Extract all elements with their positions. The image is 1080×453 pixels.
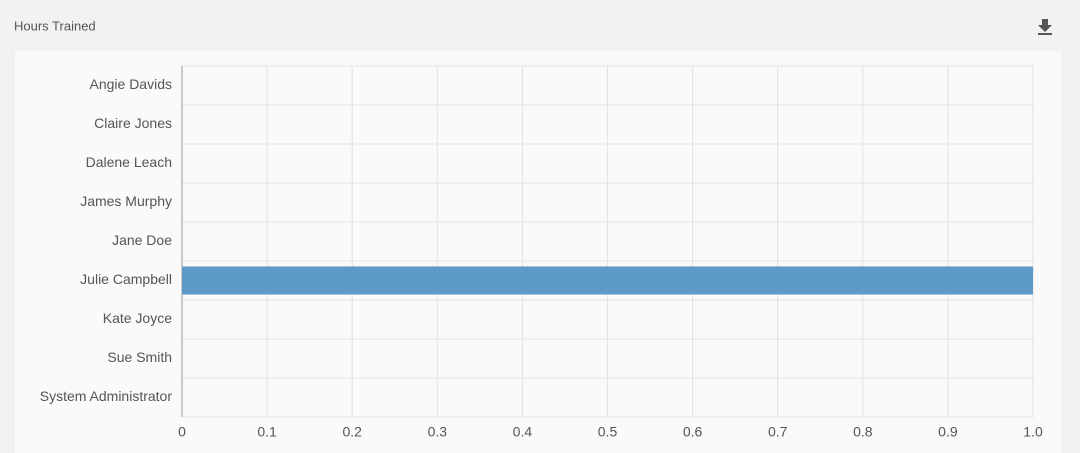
y-tick-label: Sue Smith xyxy=(107,349,172,365)
x-tick-label: 0.3 xyxy=(428,424,448,440)
download-icon[interactable] xyxy=(1038,19,1052,32)
x-tick-label: 0.7 xyxy=(768,424,788,440)
y-tick-label: Claire Jones xyxy=(94,115,172,131)
download-button[interactable] xyxy=(1037,18,1053,36)
y-tick-label: James Murphy xyxy=(80,193,172,209)
x-tick-label: 0.8 xyxy=(853,424,873,440)
y-tick-label: Jane Doe xyxy=(112,232,172,248)
x-tick-label: 0.6 xyxy=(683,424,703,440)
x-tick-label: 0.5 xyxy=(598,424,618,440)
x-tick-label: 0 xyxy=(178,424,186,440)
x-tick-label: 1.0 xyxy=(1023,424,1043,440)
x-tick-label: 0.2 xyxy=(342,424,362,440)
bar xyxy=(182,266,1033,295)
y-tick-label: Angie Davids xyxy=(90,76,173,92)
x-tick-label: 0.9 xyxy=(938,424,958,440)
chart-title: Hours Trained xyxy=(14,18,96,33)
y-tick-label: Julie Campbell xyxy=(80,271,172,287)
download-base[interactable] xyxy=(1038,33,1052,35)
y-tick-label: System Administrator xyxy=(40,388,173,404)
x-tick-label: 0.1 xyxy=(257,424,277,440)
card xyxy=(13,49,1063,453)
y-tick-label: Dalene Leach xyxy=(86,154,172,170)
x-tick-label: 0.4 xyxy=(513,424,533,440)
plot: 0 0.1 0.2 0.3 0.4 0.5 0.6 0.7 0.8 0.9 1.0 Angie Dav… xyxy=(40,65,1043,440)
y-tick-label: Kate Joyce xyxy=(103,310,172,326)
